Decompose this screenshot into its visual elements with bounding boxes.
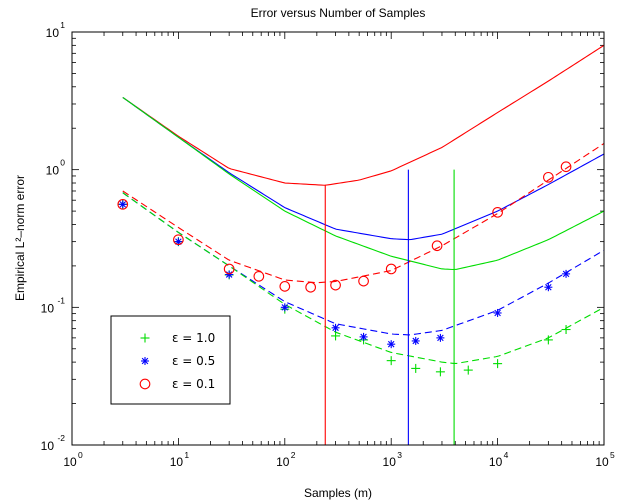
circle-marker bbox=[253, 270, 265, 282]
data-point bbox=[358, 275, 369, 287]
data-point bbox=[225, 270, 234, 279]
data-point bbox=[117, 198, 129, 210]
star-marker-stroke bbox=[387, 340, 395, 348]
star-marker-stroke bbox=[332, 324, 339, 332]
chart-title: Error versus Number of Samples bbox=[251, 6, 426, 20]
y-tick-label: 10 bbox=[46, 164, 60, 178]
legend-label: ε = 1.0 bbox=[172, 331, 215, 345]
legend-box bbox=[110, 315, 231, 405]
legend-label: ε = 0.1 bbox=[172, 377, 215, 391]
data-point bbox=[562, 269, 571, 278]
y-tick-label: 10 bbox=[41, 439, 55, 453]
circle-marker bbox=[117, 198, 129, 210]
circle-marker bbox=[305, 281, 317, 293]
data-point bbox=[492, 206, 503, 218]
star-marker-stroke bbox=[437, 334, 444, 342]
x-tick-exponent: 1 bbox=[184, 450, 189, 460]
y-tick-exponent: 1 bbox=[60, 20, 65, 30]
data-point bbox=[173, 234, 184, 246]
y-tick-label: 10 bbox=[41, 301, 55, 315]
x-tick-labels: 10 0 10 1 10 2 10 3 10 4 10 5 bbox=[63, 450, 615, 469]
x-axis-label: Samples (m) bbox=[304, 486, 372, 500]
circle-marker bbox=[173, 234, 184, 246]
legend: ε = 1.0 ε = 0.5 ε = 0.1 bbox=[110, 315, 231, 405]
star-marker-stroke bbox=[141, 357, 149, 365]
x-tick-exponent: 3 bbox=[397, 450, 402, 460]
data-point bbox=[331, 323, 340, 332]
star-marker-stroke bbox=[494, 309, 501, 317]
x-tick-label: 10 bbox=[489, 455, 503, 469]
data-point bbox=[253, 270, 265, 282]
x-tick-exponent: 2 bbox=[291, 450, 296, 460]
data-point bbox=[543, 335, 553, 345]
data-point bbox=[280, 303, 289, 312]
data-point bbox=[118, 200, 127, 209]
circle-marker bbox=[358, 275, 369, 287]
data-point bbox=[359, 332, 368, 341]
legend-marker bbox=[140, 333, 150, 343]
x-tick-exponent: 4 bbox=[504, 450, 509, 460]
circle-marker bbox=[560, 161, 572, 173]
legend-marker bbox=[139, 378, 151, 390]
star-marker-stroke bbox=[562, 270, 570, 278]
circle-marker bbox=[385, 263, 397, 275]
data-point bbox=[330, 279, 341, 291]
star-marker-stroke bbox=[412, 337, 419, 345]
data-point bbox=[411, 363, 421, 373]
tick-marks bbox=[71, 31, 605, 446]
data-point bbox=[387, 340, 396, 349]
legend-marker bbox=[141, 357, 149, 365]
data-point bbox=[223, 263, 235, 275]
data-point bbox=[386, 356, 396, 366]
series-markers bbox=[117, 161, 572, 377]
data-point bbox=[279, 281, 291, 292]
x-tick-label: 10 bbox=[63, 455, 77, 469]
data-point bbox=[560, 161, 572, 173]
x-tick-exponent: 5 bbox=[610, 450, 615, 460]
data-point bbox=[544, 283, 553, 292]
axes-frame bbox=[71, 31, 605, 446]
star-marker-stroke bbox=[119, 201, 127, 208]
y-axis-label: Empirical L²–norm error bbox=[13, 175, 27, 301]
circle-marker bbox=[543, 171, 554, 183]
legend-entries: ε = 1.0 ε = 0.5 ε = 0.1 bbox=[139, 331, 215, 391]
fitted-dashed-curve bbox=[122, 192, 605, 336]
data-point bbox=[561, 325, 571, 335]
star-marker-stroke bbox=[281, 304, 289, 311]
circle-marker bbox=[139, 378, 151, 390]
bound-curve bbox=[122, 96, 605, 271]
data-point bbox=[331, 331, 341, 341]
x-tick-exponent: 0 bbox=[78, 450, 83, 460]
star-marker-stroke bbox=[225, 271, 233, 278]
data-point bbox=[543, 171, 554, 183]
circle-marker bbox=[492, 206, 503, 218]
y-tick-exponent: -1 bbox=[57, 295, 65, 305]
legend-label: ε = 0.5 bbox=[172, 354, 215, 368]
data-point bbox=[463, 365, 473, 375]
y-tick-exponent: -2 bbox=[57, 433, 65, 443]
x-tick-label: 10 bbox=[595, 455, 609, 469]
bound-curve bbox=[122, 44, 605, 186]
data-point bbox=[436, 333, 445, 342]
circle-marker bbox=[330, 279, 341, 291]
y-tick-exponent: 0 bbox=[60, 158, 65, 168]
y-tick-label: 10 bbox=[46, 26, 60, 40]
x-tick-label: 10 bbox=[383, 455, 397, 469]
circle-marker bbox=[223, 263, 235, 275]
circle-marker bbox=[431, 240, 443, 252]
data-point bbox=[493, 359, 503, 369]
star-marker-stroke bbox=[545, 283, 552, 291]
x-tick-label: 10 bbox=[276, 455, 290, 469]
data-point bbox=[435, 367, 445, 377]
x-tick-label: 10 bbox=[170, 455, 184, 469]
circle-marker bbox=[279, 281, 291, 292]
data-point bbox=[385, 263, 397, 275]
data-point bbox=[305, 281, 317, 293]
star-marker-stroke bbox=[360, 333, 367, 341]
data-point bbox=[431, 240, 443, 252]
data-point bbox=[493, 308, 502, 317]
data-point bbox=[411, 336, 420, 345]
